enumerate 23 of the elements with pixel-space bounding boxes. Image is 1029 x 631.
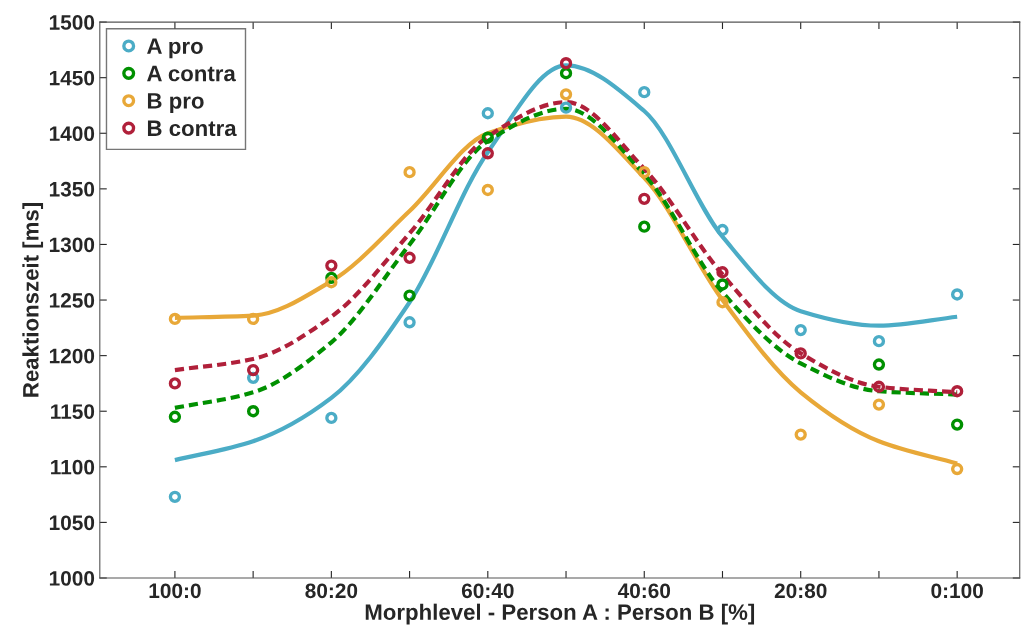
y-tick-label: 1250 — [49, 293, 95, 308]
x-axis-title: Morphlevel - Person A : Person B [%] — [365, 603, 755, 625]
y-tick-label: 1350 — [49, 181, 95, 197]
legend-label: A contra — [147, 65, 236, 82]
legend-label: B pro — [147, 93, 204, 114]
x-tick-label: 20:80 — [774, 583, 827, 599]
y-tick-label: 1300 — [49, 237, 95, 253]
y-tick-label: 1450 — [49, 70, 95, 86]
y-tick-label: 1100 — [51, 459, 95, 475]
y-tick-label: 1000 — [49, 571, 95, 586]
y-tick-label: 1150 — [51, 404, 95, 419]
x-tick-label: 100:0 — [149, 583, 201, 599]
x-tick-label: 0:100 — [931, 583, 983, 599]
y-tick-label: 1050 — [49, 515, 95, 531]
y-tick-label: 1200 — [49, 348, 95, 364]
x-tick-label: 40:60 — [617, 583, 671, 599]
legend-label: B contra — [147, 120, 237, 137]
legend-label: A pro — [147, 38, 203, 59]
x-tick-label: 80:20 — [305, 583, 358, 599]
y-axis-title: Reaktionszeit [ms] — [22, 203, 44, 397]
y-tick-label: 1400 — [49, 126, 95, 142]
y-tick-label: 1500 — [49, 15, 95, 30]
x-tick-label: 60:40 — [461, 583, 514, 599]
